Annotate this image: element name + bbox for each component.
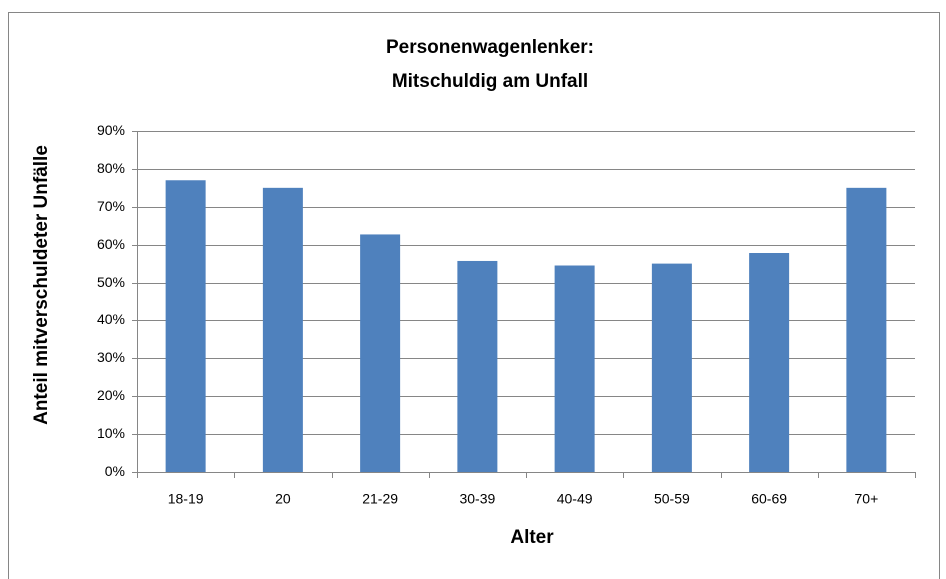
bar — [165, 180, 206, 472]
y-tick-label: 50% — [97, 274, 125, 290]
chart-title: Mitschuldig am Unfall — [392, 71, 588, 92]
x-tick-label: 50-59 — [654, 491, 690, 507]
bar — [360, 234, 401, 472]
x-tick-label: 18-19 — [168, 491, 204, 507]
x-tick-label: 30-39 — [459, 491, 495, 507]
bar — [749, 253, 790, 472]
x-tick-label: 20 — [275, 491, 291, 507]
bar — [457, 260, 498, 472]
y-tick-label: 70% — [97, 198, 125, 214]
bar — [846, 187, 887, 473]
y-tick-label: 0% — [105, 463, 125, 479]
y-tick-label: 80% — [97, 160, 125, 176]
chart-title: Personenwagenlenker: — [386, 37, 594, 58]
x-tick-label: 21-29 — [362, 491, 398, 507]
bar — [651, 263, 692, 472]
y-tick-label: 10% — [97, 425, 125, 441]
y-axis-label: Anteil mitverschuldeter Unfälle — [31, 145, 52, 425]
y-tick-label: 40% — [97, 311, 125, 327]
y-tick-label: 20% — [97, 387, 125, 403]
y-tick-label: 30% — [97, 349, 125, 365]
y-tick-label: 90% — [97, 122, 125, 138]
x-tick-label: 40-49 — [557, 491, 593, 507]
x-tick-label: 70+ — [855, 491, 879, 507]
x-axis-label: Alter — [510, 527, 554, 548]
y-tick-label: 60% — [97, 236, 125, 252]
x-tick-label: 60-69 — [751, 491, 787, 507]
bar — [262, 187, 303, 473]
bar — [554, 265, 595, 472]
